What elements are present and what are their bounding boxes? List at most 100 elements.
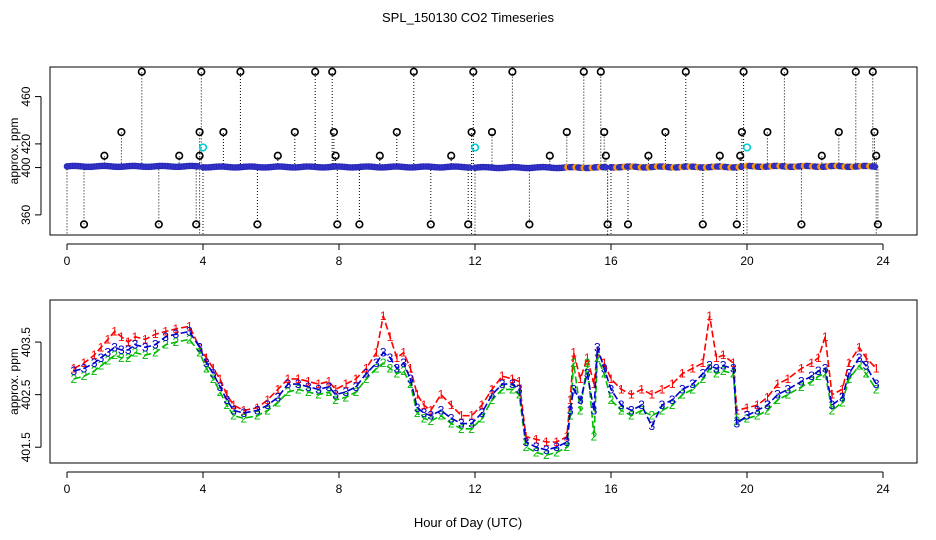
series-3-point: 3	[553, 440, 560, 454]
series-1-point: 1	[70, 361, 77, 375]
series-2-point: 2	[315, 388, 322, 402]
series-2-point: 2	[822, 367, 829, 381]
series-3-point: 3	[81, 361, 88, 375]
series-1-point: 1	[414, 388, 421, 402]
series-1-point: 1	[421, 398, 428, 412]
outlier-point	[545, 151, 554, 160]
series-2-point: 2	[829, 403, 836, 417]
series-1-point: 1	[584, 351, 591, 365]
series-3-point: 3	[217, 380, 224, 394]
series-1-point: 1	[659, 382, 666, 396]
series-2-point: 2	[98, 359, 105, 373]
series-1-point: 1	[679, 367, 686, 381]
series-3-point: 3	[764, 398, 771, 412]
series-1-point: 1	[132, 330, 139, 344]
series-2-point: 2	[601, 367, 608, 381]
series-2-point: 2	[570, 356, 577, 370]
series-3-point: 3	[387, 351, 394, 365]
series-1-point: 1	[628, 388, 635, 402]
outlier-point	[197, 67, 206, 76]
x-tick-label: 0	[64, 482, 71, 496]
series-3-point: 3	[863, 359, 870, 373]
series-1-point: 1	[720, 348, 727, 362]
series-2-point: 2	[648, 409, 655, 423]
series-3-point: 3	[591, 403, 598, 417]
series-2-point: 2	[543, 448, 550, 462]
y-axis-label: approx. ppm	[7, 118, 21, 185]
series-2-point: 2	[342, 390, 349, 404]
series-1-point: 1	[699, 356, 706, 370]
series-2-point: 2	[325, 385, 332, 399]
x-tick-label: 24	[876, 254, 890, 268]
series-1-point: 1	[111, 325, 118, 339]
baseline-point	[466, 164, 473, 171]
outlier-point	[154, 220, 163, 229]
y-tick-label: 403.5	[19, 327, 33, 357]
series-1-point: 1	[91, 348, 98, 362]
series-3-point: 3	[873, 377, 880, 391]
series-3-point: 3	[274, 390, 281, 404]
series-3-point: 3	[669, 393, 676, 407]
series-3-point: 3	[567, 403, 574, 417]
series-2-point: 2	[784, 388, 791, 402]
series-2-point: 2	[240, 411, 247, 425]
series-2-point: 2	[118, 351, 125, 365]
outlier-point	[79, 220, 89, 229]
outlier-point	[525, 220, 534, 229]
outlier-point	[333, 220, 342, 229]
series-3-point: 3	[648, 419, 655, 433]
series-1-point: 1	[448, 398, 455, 412]
series-1-point: 1	[332, 382, 339, 396]
series-1-point: 1	[353, 372, 360, 386]
outlier-point	[253, 220, 262, 229]
series-1-point: 1	[104, 332, 111, 346]
series-2-point: 2	[142, 348, 149, 362]
series-1-point: 1	[543, 435, 550, 449]
series-2-point: 2	[132, 346, 139, 360]
plot-frame	[49, 66, 918, 236]
outlier-point	[870, 127, 879, 137]
outlier-point	[311, 67, 320, 76]
series-2-point: 2	[217, 385, 224, 399]
series-2-point: 2	[689, 382, 696, 396]
series-3-point: 3	[798, 375, 805, 389]
series-2-point: 2	[523, 440, 530, 454]
outlier-point	[603, 220, 612, 229]
series-1-point: 1	[499, 369, 506, 383]
series-2-point: 2	[509, 382, 516, 396]
series-3-point: 3	[342, 385, 349, 399]
series-1-point: 1	[407, 361, 414, 375]
series-2-point: 2	[754, 409, 761, 423]
series-2-point: 2	[387, 361, 394, 375]
series-1-point: 1	[285, 372, 292, 386]
series-2-point: 2	[679, 388, 686, 402]
outlier-point	[737, 127, 747, 137]
outlier-point	[872, 151, 881, 160]
series-1-point: 1	[648, 388, 655, 402]
series-3-point: 3	[380, 346, 387, 360]
series-2-point: 2	[427, 414, 434, 428]
series-3-point: 3	[305, 380, 312, 394]
series-2-point: 2	[489, 393, 496, 407]
outlier-point	[868, 67, 877, 76]
series-2-point: 2	[706, 361, 713, 375]
outlier-point	[331, 151, 340, 160]
series-1-point: 1	[638, 382, 645, 396]
baseline-point	[602, 163, 609, 171]
outlier-point	[698, 220, 707, 229]
series-3-point: 3	[458, 417, 465, 431]
series-3-point: 3	[152, 338, 159, 352]
series-3-point: 3	[373, 356, 380, 370]
x-tick-label: 0	[64, 254, 71, 268]
x-tick-label: 8	[336, 254, 343, 268]
series-3-point: 3	[132, 338, 139, 352]
series-3-point: 3	[577, 393, 584, 407]
series-2-point: 2	[744, 411, 751, 425]
series-3-point: 3	[407, 372, 414, 386]
outlier-point	[447, 151, 456, 160]
series-3-point: 3	[70, 364, 77, 378]
outlier-point	[117, 127, 126, 137]
series-3-point: 3	[196, 340, 203, 354]
series-3-point: 3	[846, 367, 853, 381]
